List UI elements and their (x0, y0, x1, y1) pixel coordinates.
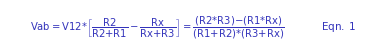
Text: $\mathsf{Vab = V12 {*} \left[\dfrac{R2}{R2{+}R1} - \dfrac{Rx}{Rx{+}R3}\right] = : $\mathsf{Vab = V12 {*} \left[\dfrac{R2}{… (30, 14, 285, 41)
Text: $\mathbf{\mathsf{Eqn.\;1}}$: $\mathbf{\mathsf{Eqn.\;1}}$ (321, 21, 356, 34)
